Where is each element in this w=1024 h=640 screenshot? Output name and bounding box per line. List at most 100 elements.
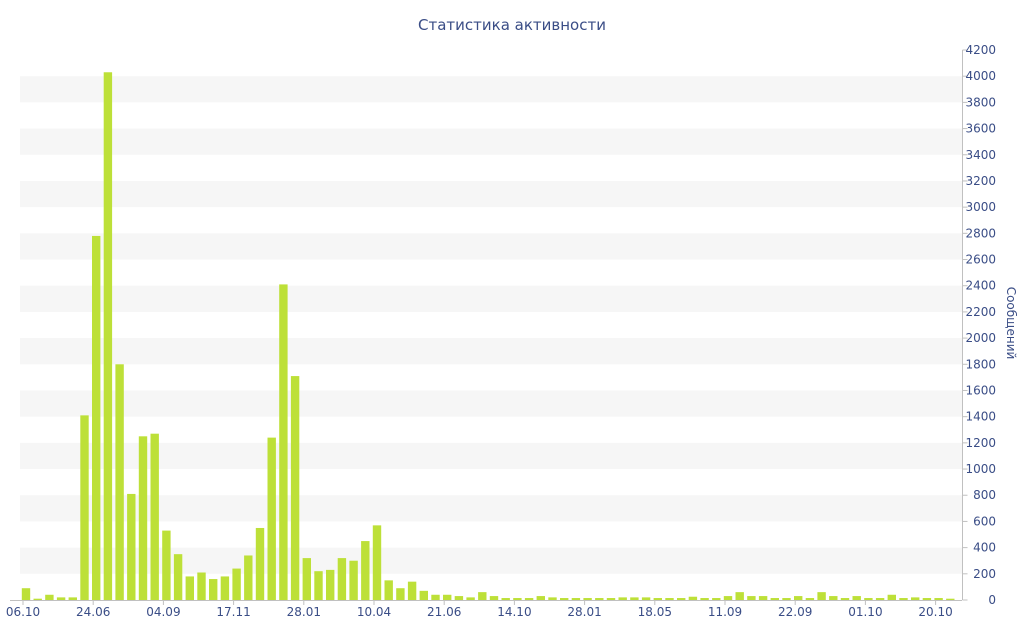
bar[interactable] [185,576,194,600]
bar[interactable] [560,598,569,600]
bar[interactable] [302,558,311,600]
bar[interactable] [852,596,861,600]
bar[interactable] [794,596,803,600]
bar[interactable] [688,596,698,600]
y-tick-label: 3000 [965,200,996,214]
bar[interactable] [536,596,545,600]
bar[interactable] [524,598,534,600]
x-tick-label: 21.06 [427,605,461,619]
bar[interactable] [127,493,136,600]
bar[interactable] [361,541,370,600]
bar[interactable] [946,598,955,600]
bar[interactable] [349,560,358,600]
bar[interactable] [56,597,66,600]
bar[interactable] [653,598,662,600]
bar[interactable] [326,569,335,600]
grid-band [20,442,962,470]
bar[interactable] [700,598,709,600]
bar[interactable] [150,433,159,600]
bar[interactable] [138,436,148,600]
bar[interactable] [337,558,347,600]
x-tick-label: 20.10 [918,605,952,619]
bar[interactable] [677,598,686,600]
bar[interactable] [466,597,475,600]
grid-band [20,338,962,365]
bar[interactable] [33,598,42,600]
bar[interactable] [162,530,171,600]
bar[interactable] [68,597,77,600]
bar[interactable] [817,592,826,600]
bar[interactable] [267,437,276,600]
bar[interactable] [899,598,908,600]
grid-band [20,547,962,574]
bar[interactable] [103,72,113,600]
bar[interactable] [887,594,896,600]
y-tick-label: 1600 [965,383,996,397]
bar[interactable] [618,597,627,600]
bar[interactable] [255,527,265,600]
y-tick-label: 1400 [965,410,996,424]
bar[interactable] [290,376,300,600]
bar[interactable] [279,284,288,600]
bar[interactable] [747,596,756,600]
bar[interactable] [864,598,873,600]
bar[interactable] [407,581,417,600]
x-tick-label: 11.09 [708,605,742,619]
bar[interactable] [630,597,639,600]
bar[interactable] [513,598,522,600]
bar[interactable] [384,580,393,600]
bar[interactable] [173,554,183,600]
bar[interactable] [548,597,557,600]
bar[interactable] [805,598,815,600]
y-tick-label: 3200 [965,174,996,188]
bar[interactable] [115,364,124,600]
bar[interactable] [606,598,616,600]
bar[interactable] [723,596,733,600]
y-tick-label: 2800 [965,226,996,240]
bar[interactable] [431,594,440,600]
bar[interactable] [220,576,230,600]
bar[interactable] [396,588,405,600]
bar[interactable] [758,596,768,600]
bar[interactable] [782,598,791,600]
y-tick-label: 1000 [965,462,996,476]
bar[interactable] [501,598,510,600]
bar[interactable] [583,598,592,600]
bar[interactable] [571,598,581,600]
bar[interactable] [454,596,464,600]
bar[interactable] [45,594,54,600]
bar[interactable] [641,597,651,600]
bar[interactable] [934,598,943,600]
bar[interactable] [595,598,604,600]
bar[interactable] [80,415,89,600]
bar[interactable] [478,592,487,600]
bar[interactable] [712,598,721,600]
bar[interactable] [911,597,920,600]
bar[interactable] [665,598,674,600]
bar[interactable] [244,555,253,600]
bar[interactable] [443,594,452,600]
bar[interactable] [232,568,241,600]
bar[interactable] [489,596,499,600]
bar[interactable] [314,571,323,600]
bar[interactable] [197,572,206,601]
bar[interactable] [92,235,101,600]
bar[interactable] [209,579,218,600]
x-tick-label: 14.10 [497,605,531,619]
y-tick-label: 200 [973,567,996,581]
bar[interactable] [875,598,885,600]
bar[interactable] [829,596,838,600]
x-tick-label: 24.06 [76,605,110,619]
bar[interactable] [770,598,779,600]
bar[interactable] [419,590,428,600]
bar[interactable] [735,592,744,600]
chart-title: Статистика активности [418,16,606,34]
y-tick-label: 2400 [965,279,996,293]
bar[interactable] [922,598,932,600]
bar[interactable] [840,598,850,600]
x-tick-label: 28.01 [567,605,601,619]
x-tick-label: 17.11 [216,605,250,619]
bar[interactable] [372,525,382,600]
bar[interactable] [21,588,31,600]
